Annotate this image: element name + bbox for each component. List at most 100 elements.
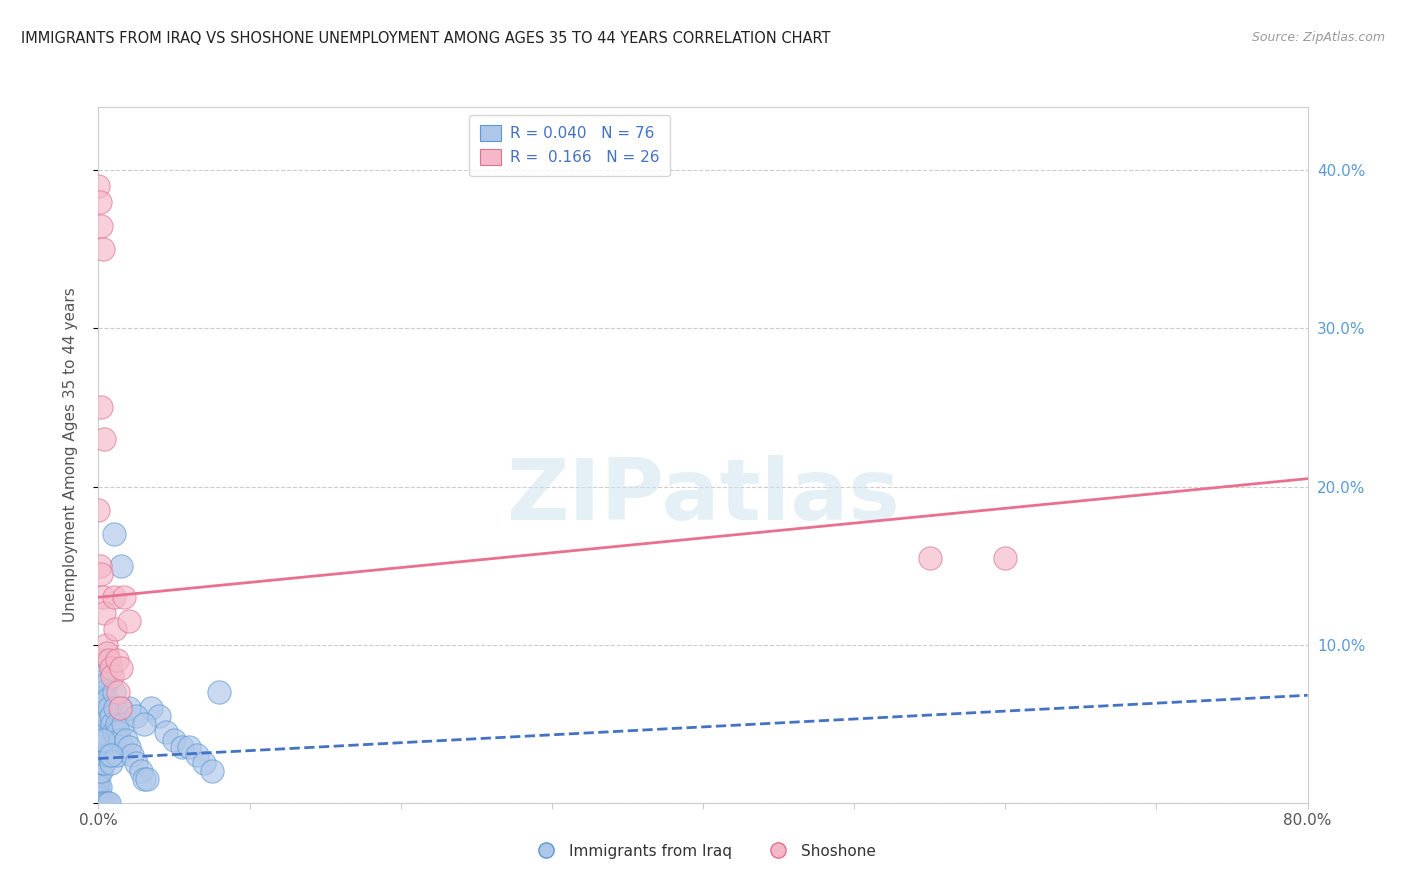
Point bbox=[108, 732, 131, 747]
Point bbox=[118, 740, 141, 755]
Point bbox=[108, 701, 131, 715]
Point bbox=[135, 772, 157, 786]
Point bbox=[93, 669, 115, 683]
Point bbox=[91, 708, 114, 723]
Point bbox=[91, 685, 114, 699]
Point bbox=[118, 614, 141, 628]
Point bbox=[96, 796, 118, 810]
Point bbox=[186, 748, 208, 763]
Point bbox=[110, 701, 132, 715]
Point bbox=[90, 219, 112, 233]
Point bbox=[101, 669, 124, 683]
Point bbox=[100, 661, 122, 675]
Point bbox=[104, 622, 127, 636]
Point bbox=[112, 591, 135, 605]
Point bbox=[90, 764, 112, 779]
Point bbox=[114, 732, 136, 747]
Point bbox=[105, 716, 128, 731]
Text: IMMIGRANTS FROM IRAQ VS SHOSHONE UNEMPLOYMENT AMONG AGES 35 TO 44 YEARS CORRELAT: IMMIGRANTS FROM IRAQ VS SHOSHONE UNEMPLO… bbox=[21, 31, 831, 46]
Point bbox=[125, 708, 148, 723]
Point bbox=[87, 791, 110, 805]
Point bbox=[107, 685, 129, 699]
Point bbox=[93, 756, 115, 771]
Point bbox=[100, 748, 122, 763]
Legend: Immigrants from Iraq, Shoshone: Immigrants from Iraq, Shoshone bbox=[524, 838, 882, 864]
Point bbox=[87, 764, 110, 779]
Point bbox=[110, 558, 132, 573]
Point bbox=[103, 527, 125, 541]
Point bbox=[89, 558, 111, 573]
Point bbox=[89, 716, 111, 731]
Point bbox=[87, 503, 110, 517]
Point bbox=[994, 550, 1017, 565]
Point bbox=[91, 653, 114, 667]
Point bbox=[155, 724, 177, 739]
Point bbox=[89, 724, 111, 739]
Point bbox=[111, 716, 134, 731]
Point bbox=[193, 756, 215, 771]
Point bbox=[103, 724, 125, 739]
Point bbox=[91, 732, 114, 747]
Point bbox=[87, 780, 110, 794]
Point bbox=[100, 708, 122, 723]
Point bbox=[107, 724, 129, 739]
Point bbox=[101, 716, 124, 731]
Point bbox=[170, 740, 193, 755]
Point bbox=[141, 701, 163, 715]
Point bbox=[89, 732, 111, 747]
Point bbox=[105, 748, 128, 763]
Point bbox=[93, 724, 115, 739]
Point bbox=[89, 194, 111, 209]
Point bbox=[93, 432, 115, 446]
Point bbox=[90, 401, 112, 415]
Point bbox=[96, 732, 118, 747]
Point bbox=[132, 772, 155, 786]
Point bbox=[148, 708, 170, 723]
Point bbox=[89, 756, 111, 771]
Point bbox=[201, 764, 224, 779]
Point bbox=[98, 653, 121, 667]
Y-axis label: Unemployment Among Ages 35 to 44 years: Unemployment Among Ages 35 to 44 years bbox=[63, 287, 77, 623]
Point bbox=[90, 685, 112, 699]
Point bbox=[121, 748, 143, 763]
Point bbox=[90, 716, 112, 731]
Point bbox=[105, 653, 128, 667]
Point bbox=[89, 764, 111, 779]
Point bbox=[163, 732, 186, 747]
Point bbox=[208, 685, 231, 699]
Point bbox=[94, 638, 117, 652]
Point bbox=[94, 677, 117, 691]
Text: ZIPatlas: ZIPatlas bbox=[506, 455, 900, 538]
Point bbox=[90, 748, 112, 763]
Point bbox=[96, 646, 118, 660]
Point bbox=[918, 550, 941, 565]
Point bbox=[87, 772, 110, 786]
Point bbox=[98, 701, 121, 715]
Text: Source: ZipAtlas.com: Source: ZipAtlas.com bbox=[1251, 31, 1385, 45]
Point bbox=[118, 701, 141, 715]
Point bbox=[129, 764, 152, 779]
Point bbox=[87, 179, 110, 194]
Point bbox=[125, 756, 148, 771]
Point bbox=[89, 780, 111, 794]
Point bbox=[91, 732, 114, 747]
Point bbox=[104, 701, 127, 715]
Point bbox=[89, 740, 111, 755]
Point bbox=[96, 693, 118, 707]
Point bbox=[91, 591, 114, 605]
Point bbox=[87, 783, 110, 797]
Point bbox=[91, 756, 114, 771]
Point bbox=[91, 243, 114, 257]
Point bbox=[94, 748, 117, 763]
Point bbox=[103, 685, 125, 699]
Point bbox=[103, 591, 125, 605]
Point bbox=[94, 708, 117, 723]
Point bbox=[179, 740, 201, 755]
Point bbox=[90, 669, 112, 683]
Point bbox=[90, 566, 112, 581]
Point bbox=[110, 661, 132, 675]
Point bbox=[98, 748, 121, 763]
Point bbox=[100, 756, 122, 771]
Point bbox=[90, 732, 112, 747]
Point bbox=[90, 701, 112, 715]
